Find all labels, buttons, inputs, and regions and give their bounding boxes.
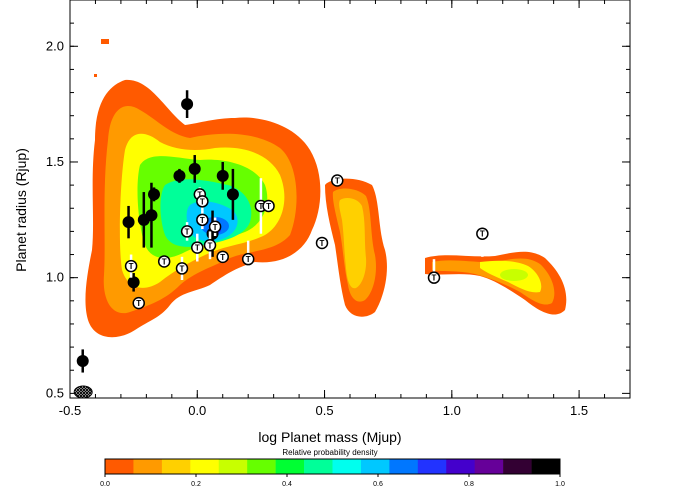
x-tick-label: 1.5 [570, 403, 588, 418]
data-point-filled [173, 169, 186, 182]
data-point-transit-label: T [320, 239, 325, 248]
colorbar-swatch [105, 459, 134, 474]
colorbar-swatch [446, 459, 475, 474]
data-point-transit [196, 213, 209, 227]
data-point-transit-label: T [266, 202, 271, 211]
y-tick-label: 2.0 [46, 38, 64, 53]
data-point-transit [331, 174, 344, 187]
data-point-filled [127, 276, 140, 289]
data-point-transit [216, 250, 229, 264]
colorbar-swatch [503, 459, 532, 474]
data-point-transit [180, 225, 194, 238]
data-point-transit [191, 241, 204, 254]
density-region-high-mass-core [500, 269, 528, 281]
data-point-transit-label: T [335, 176, 340, 185]
data-point-transit [427, 271, 441, 284]
data-point-transit-label: T [136, 299, 141, 308]
data-point-filled [76, 354, 89, 367]
density-map [85, 39, 567, 338]
y-tick-label: 1.0 [46, 270, 64, 285]
colorbar-title: Relative probability density [282, 448, 377, 457]
data-point-transit-label: T [246, 255, 251, 264]
colorbar-swatch [133, 459, 163, 474]
colorbar-tick-label: 1.0 [555, 481, 565, 488]
data-point-filled [122, 216, 135, 229]
x-tick-label: -0.5 [59, 403, 81, 418]
data-point-transit-label: T [200, 216, 205, 225]
colorbar-swatch [332, 459, 362, 474]
data-point-hatched [73, 385, 93, 399]
colorbar-swatch [531, 459, 561, 474]
data-point-transit-label: T [208, 241, 213, 250]
data-point-transit [124, 259, 138, 273]
x-tick-label: 1.0 [443, 403, 461, 418]
data-point-transit [175, 262, 189, 275]
data-point-filled [145, 209, 158, 222]
data-point-filled [188, 162, 201, 175]
data-point-transit-label: T [220, 253, 225, 262]
colorbar-tick-label: 0.4 [282, 481, 292, 488]
density-region-mid-mass-3 [339, 198, 367, 289]
x-tick-label: 0.0 [188, 403, 206, 418]
colorbar-frame [104, 458, 561, 475]
data-point-transit-label: T [197, 190, 202, 199]
data-point-transit-label: T [480, 230, 485, 239]
colorbar-swatch [190, 459, 220, 474]
colorbar-swatch [389, 459, 419, 474]
data-point-filled [226, 188, 239, 201]
data-point-transit [241, 252, 255, 266]
data-point-transit-label: T [213, 223, 218, 232]
data-point-transit-label: T [129, 262, 134, 271]
colorbar-tick-label: 0.0 [100, 481, 110, 488]
colorbar-tick-label: 0.8 [464, 481, 474, 488]
density-speck-2 [94, 74, 97, 77]
density-speck [101, 39, 109, 44]
data-point-transit [203, 239, 217, 252]
y-tick-label: 1.5 [46, 154, 64, 169]
colorbar-tick-label: 0.6 [373, 481, 383, 488]
x-axis-title: log Planet mass (Mjup) [258, 429, 401, 445]
data-point-transit [262, 199, 275, 213]
colorbar-swatch [417, 459, 447, 474]
axis-ticks: -0.5 0.0 0.5 1.0 1.5 0.5 1.0 1.5 2.0 [46, 0, 630, 418]
data-point-transit-label: T [180, 264, 185, 273]
colorbar-swatch [275, 459, 305, 474]
data-point-transit [315, 236, 329, 250]
data-point-transit-label: T [432, 274, 437, 283]
data-point-transit-label: T [258, 202, 263, 211]
colorbar-swatch [360, 459, 390, 474]
data-point-transit [196, 195, 209, 208]
colorbar-swatch [304, 459, 333, 474]
data-point-transit [157, 255, 171, 268]
data-point-transit-label: T [200, 197, 205, 206]
colorbar: Relative probability density 0.0 0.2 0.4 0.… [100, 448, 565, 488]
data-point-transit [208, 220, 222, 234]
y-axis-title: Planet radius (Rjup) [13, 148, 29, 272]
data-point-transit-label: T [185, 227, 190, 236]
data-point-transit [132, 296, 145, 310]
x-tick-label: 0.5 [316, 403, 334, 418]
data-point-transit-label: T [162, 257, 167, 266]
colorbar-swatch [218, 459, 248, 474]
colorbar-tick-label: 0.2 [191, 481, 201, 488]
data-point-filled [216, 169, 229, 182]
data-point-filled [181, 98, 194, 111]
data-point-filled [148, 188, 160, 201]
colorbar-swatch [474, 459, 504, 474]
colorbar-swatch [161, 459, 191, 474]
y-tick-label: 0.5 [46, 385, 64, 400]
colorbar-swatch [247, 459, 276, 474]
data-point-transit-label: T [195, 244, 200, 253]
data-point-transit [476, 227, 489, 240]
